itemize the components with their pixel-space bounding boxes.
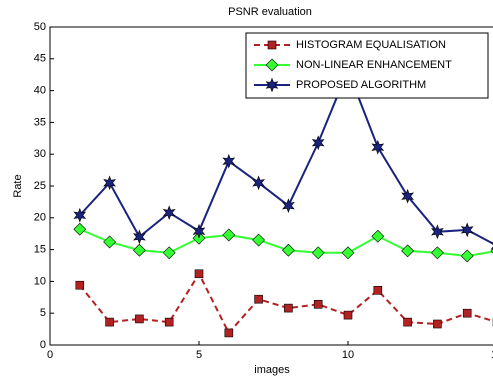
- y-tick-label: 40: [34, 85, 46, 97]
- marker: [282, 198, 295, 214]
- legend-label: HISTOGRAM EQUALISATION: [296, 39, 446, 51]
- x-tick-label: 5: [196, 349, 202, 361]
- marker: [401, 244, 415, 258]
- y-tick-label: 20: [34, 212, 46, 224]
- y-tick-label: 5: [40, 307, 46, 319]
- legend-marker: [265, 58, 279, 72]
- marker: [162, 246, 176, 260]
- marker: [224, 328, 234, 338]
- marker: [222, 153, 236, 169]
- marker: [135, 314, 144, 324]
- marker: [252, 233, 266, 247]
- marker: [371, 139, 385, 155]
- legend-marker: [267, 40, 277, 50]
- y-tick-label: 50: [34, 21, 46, 33]
- legend-label: NON-LINEAR ENHANCEMENT: [296, 59, 452, 71]
- marker: [105, 317, 114, 327]
- legend-label: PROPOSED ALGORITHM: [296, 79, 426, 91]
- y-tick-label: 30: [34, 148, 46, 160]
- chart-title: PSNR evaluation: [228, 6, 312, 18]
- marker: [194, 269, 204, 279]
- marker: [103, 235, 117, 249]
- marker: [75, 280, 85, 290]
- x-tick-label: 15: [491, 349, 493, 361]
- marker: [192, 223, 206, 239]
- marker: [252, 175, 265, 191]
- marker: [162, 205, 176, 221]
- marker: [311, 135, 325, 151]
- y-tick-label: 35: [34, 116, 46, 128]
- marker: [103, 175, 116, 191]
- marker: [373, 286, 383, 295]
- x-tick-label: 0: [47, 349, 53, 361]
- marker: [341, 246, 355, 260]
- marker: [284, 303, 293, 313]
- x-axis-label: images: [254, 364, 290, 376]
- marker: [132, 243, 146, 257]
- marker: [73, 207, 87, 223]
- marker: [433, 319, 442, 329]
- marker: [460, 249, 474, 263]
- marker: [133, 229, 146, 245]
- line: [79, 271, 493, 335]
- marker: [371, 229, 385, 243]
- marker: [254, 294, 263, 304]
- x-tick-label: 10: [342, 349, 354, 361]
- marker: [311, 246, 325, 260]
- marker: [430, 246, 444, 260]
- legend-marker: [265, 77, 279, 93]
- marker: [313, 299, 323, 309]
- marker: [431, 224, 444, 240]
- marker: [403, 317, 412, 327]
- y-tick-label: 10: [34, 275, 46, 287]
- marker: [462, 308, 472, 318]
- y-axis-label: Rate: [12, 174, 24, 197]
- marker: [343, 310, 353, 320]
- marker: [73, 222, 87, 236]
- marker: [164, 317, 174, 327]
- marker: [460, 222, 474, 238]
- y-tick-label: 15: [34, 244, 46, 256]
- y-tick-label: 25: [34, 180, 46, 192]
- y-tick-label: 0: [40, 339, 46, 351]
- marker: [401, 188, 414, 204]
- y-tick-label: 45: [34, 53, 46, 65]
- marker: [281, 243, 295, 257]
- marker: [222, 228, 236, 242]
